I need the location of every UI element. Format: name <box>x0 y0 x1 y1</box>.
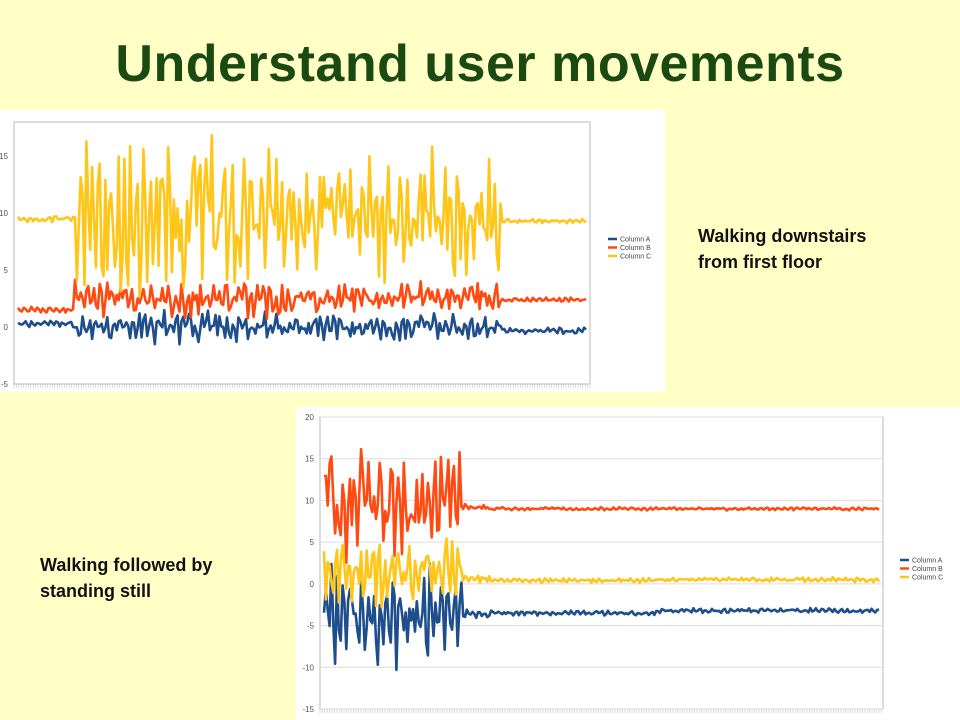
chart-walking-downstairs: 15 10 5 0 -5 Column A Column B Column C <box>0 110 665 392</box>
y-tick-label: 15 <box>0 152 9 161</box>
slide-title: Understand user movements <box>115 35 845 93</box>
legend-label: Column B <box>912 566 943 573</box>
plot-frame <box>319 416 884 710</box>
chart-walking-standing: 20 15 10 5 0 -5 -10 -15 Column A Column B Column C <box>296 407 960 720</box>
caption-line: Walking downstairs <box>698 226 867 246</box>
y-tick-label: 20 <box>305 413 314 422</box>
caption-line: standing still <box>40 581 152 601</box>
caption-walking-then-standing: Walking followed by standing still <box>40 552 212 604</box>
y-tick-label: 10 <box>305 496 314 505</box>
y-tick-label: 0 <box>4 323 9 332</box>
y-tick-label: 10 <box>0 209 9 218</box>
caption-line: from first floor <box>698 252 822 272</box>
y-tick-label: 5 <box>4 266 9 275</box>
y-tick-label: 15 <box>305 455 314 464</box>
series-line-column-b <box>16 278 587 320</box>
y-tick-label: 5 <box>310 538 315 547</box>
series-line-column-a <box>322 561 880 672</box>
legend-label: Column B <box>620 245 651 252</box>
legend-label: Column C <box>912 575 943 582</box>
series-line-column-b <box>323 447 880 564</box>
caption-walking-downstairs: Walking downstairs from first floor <box>698 223 866 275</box>
series-line-column-c <box>16 133 587 299</box>
y-tick-label: 0 <box>310 580 315 589</box>
caption-line: Walking followed by <box>40 555 213 575</box>
legend-label: Column A <box>620 237 651 244</box>
series-line-column-a <box>17 308 587 346</box>
y-tick-label: -5 <box>307 622 315 631</box>
y-tick-label: -5 <box>1 380 9 389</box>
legend-label: Column A <box>912 558 943 565</box>
legend-label: Column C <box>620 254 651 261</box>
y-tick-label: -15 <box>302 705 314 714</box>
y-tick-label: -10 <box>302 663 314 672</box>
series-line-column-c <box>322 537 881 608</box>
